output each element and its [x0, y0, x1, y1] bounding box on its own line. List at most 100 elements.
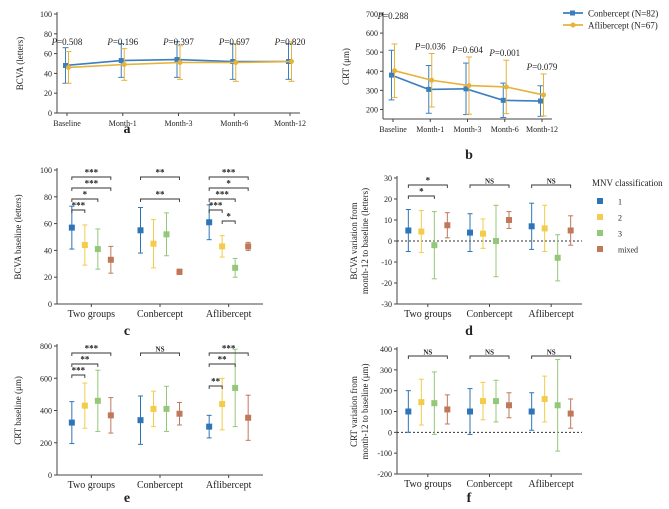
y-axis-label: CRT baseline (μm) — [13, 376, 23, 445]
data-point — [219, 243, 226, 250]
series-mnv-2 — [81, 219, 226, 269]
series-mnv-3 — [94, 348, 239, 432]
x-tick-label: Conbercept — [466, 479, 512, 490]
series-mnv-3 — [431, 358, 561, 452]
data-point — [431, 400, 438, 407]
y-axis-label: BCVA variation from — [349, 202, 359, 279]
bracket-line — [469, 184, 510, 188]
significance-bracket: *** — [208, 190, 236, 202]
significance-bracket: *** — [71, 366, 86, 378]
series-mnv-3 — [431, 204, 561, 282]
significance-label: *** — [85, 168, 99, 178]
bracket-line — [71, 209, 86, 213]
y-tick-label: 800 — [40, 342, 52, 351]
significance-label: * — [83, 190, 88, 200]
p-value: P=0.820 — [274, 37, 306, 47]
legend-swatch-1 — [597, 198, 603, 204]
significance-label: *** — [85, 344, 99, 354]
significance-bracket: * — [71, 190, 99, 202]
bracket-line — [407, 195, 435, 199]
bracket-line — [71, 176, 112, 180]
data-point — [68, 419, 75, 426]
series-mnv-2 — [81, 377, 226, 431]
y-axis-label: month-12 to baseline (letters) — [360, 188, 370, 294]
p-value: P=0.397 — [162, 37, 194, 47]
data-point — [206, 219, 213, 226]
bracket-line — [140, 176, 180, 180]
y-tick-label: 0 — [48, 109, 52, 118]
y-tick-label: 400 — [380, 345, 392, 354]
significance-bracket: *** — [71, 201, 86, 213]
bracket-line — [71, 198, 99, 202]
panel-label: c — [124, 324, 130, 339]
data-point — [467, 229, 473, 236]
y-axis-label: month-12 to baseline (μm) — [360, 363, 370, 459]
bracket-line — [531, 184, 572, 188]
data-point — [541, 225, 548, 232]
data-point — [467, 408, 473, 415]
panel-label: d — [465, 324, 473, 339]
series-conbercept — [388, 49, 544, 118]
significance-label: ** — [211, 377, 221, 387]
series-mnv-1 — [68, 395, 213, 445]
x-tick-label: Conbercept — [466, 309, 512, 320]
x-tick-label: Month-3 — [454, 125, 482, 134]
x-tick-label: Two groups — [404, 479, 451, 490]
data-point — [503, 84, 509, 90]
series-mnv-mixed — [444, 211, 574, 246]
significance-bracket: *** — [71, 179, 112, 191]
data-point — [493, 238, 499, 244]
data-point — [177, 60, 183, 66]
bracket-line — [221, 220, 236, 224]
data-point — [137, 227, 144, 234]
y-tick-label: 20 — [44, 89, 52, 98]
y-axis-label: BCVA (letters) — [15, 37, 25, 91]
y-axis-label: CRT (μm) — [341, 48, 351, 85]
data-point — [463, 86, 469, 92]
data-point — [389, 72, 394, 78]
data-point — [219, 401, 226, 408]
legend-swatch-mixed — [597, 246, 603, 252]
data-point — [232, 384, 239, 391]
significance-label: * — [226, 212, 231, 222]
x-tick-label: Aflibercept — [528, 309, 574, 320]
data-point — [392, 68, 397, 74]
x-tick-label: Two groups — [404, 309, 451, 320]
legend-title: MNV classification — [592, 178, 663, 188]
significance-bracket: *** — [208, 168, 249, 180]
y-tick-label: -30 — [381, 300, 392, 309]
significance-label: NS — [485, 178, 494, 186]
y-tick-label: 100 — [40, 10, 52, 19]
series-mnv-1 — [405, 202, 535, 252]
y-tick-label: 60 — [44, 50, 52, 59]
data-point — [81, 402, 88, 409]
series-mnv-3 — [94, 212, 239, 278]
x-tick-label: Month-12 — [274, 119, 306, 128]
data-point — [541, 92, 546, 98]
legend-label-mixed: mixed — [618, 246, 638, 255]
data-point — [176, 410, 183, 417]
bracket-line — [71, 363, 99, 367]
y-tick-label: 300 — [380, 366, 392, 375]
y-tick-label: 30 — [384, 174, 392, 183]
y-tick-label: 40 — [44, 69, 52, 78]
significance-bracket: NS — [469, 349, 510, 359]
legend-conbercept-marker — [570, 10, 575, 16]
y-tick-label: 400 — [366, 67, 378, 76]
data-point — [150, 405, 157, 412]
data-point — [429, 77, 435, 83]
significance-label: NS — [485, 349, 494, 357]
data-point — [107, 412, 114, 419]
x-tick-label: Month-6 — [491, 125, 519, 134]
series-mnv-2 — [418, 204, 548, 254]
data-point — [418, 399, 425, 406]
data-point — [163, 405, 170, 412]
significance-bracket: NS — [140, 346, 180, 356]
significance-label: *** — [85, 179, 99, 189]
data-point — [480, 398, 486, 405]
data-point — [541, 396, 548, 402]
y-tick-label: 100 — [40, 166, 52, 175]
significance-label: ** — [218, 355, 228, 365]
series-mnv-mixed — [107, 394, 252, 441]
significance-label: NS — [156, 346, 165, 354]
